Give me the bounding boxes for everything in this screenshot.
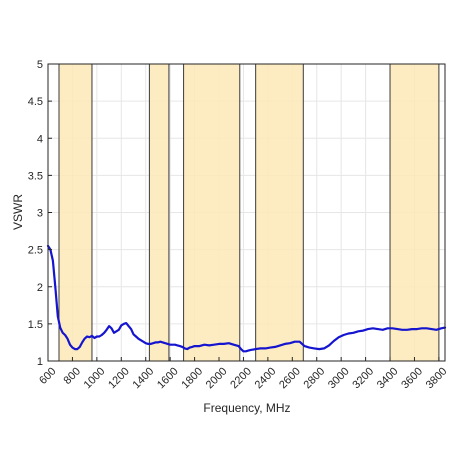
- highlight-band: [58, 63, 93, 362]
- highlight-band: [255, 63, 304, 362]
- y-tick-label: 4: [37, 133, 43, 145]
- y-tick-label: 5: [37, 59, 43, 71]
- x-axis-label: Frequency, MHz: [203, 401, 290, 415]
- highlight-band: [148, 63, 170, 362]
- axes-box: [47, 63, 446, 362]
- highlight-band: [389, 63, 440, 362]
- y-tick-label: 2.5: [28, 245, 43, 257]
- y-axis-label: VSWR: [11, 194, 25, 230]
- highlight-band: [183, 63, 241, 362]
- y-tick-label: 2: [37, 282, 43, 294]
- y-tick-label: 1.5: [28, 319, 43, 331]
- y-tick-label: 4.5: [28, 96, 43, 108]
- series-line: [46, 244, 447, 353]
- y-tick-label: 3: [37, 208, 43, 220]
- y-tick-label: 1: [37, 356, 43, 368]
- data-series: [46, 244, 447, 353]
- y-tick-label: 3.5: [28, 170, 43, 182]
